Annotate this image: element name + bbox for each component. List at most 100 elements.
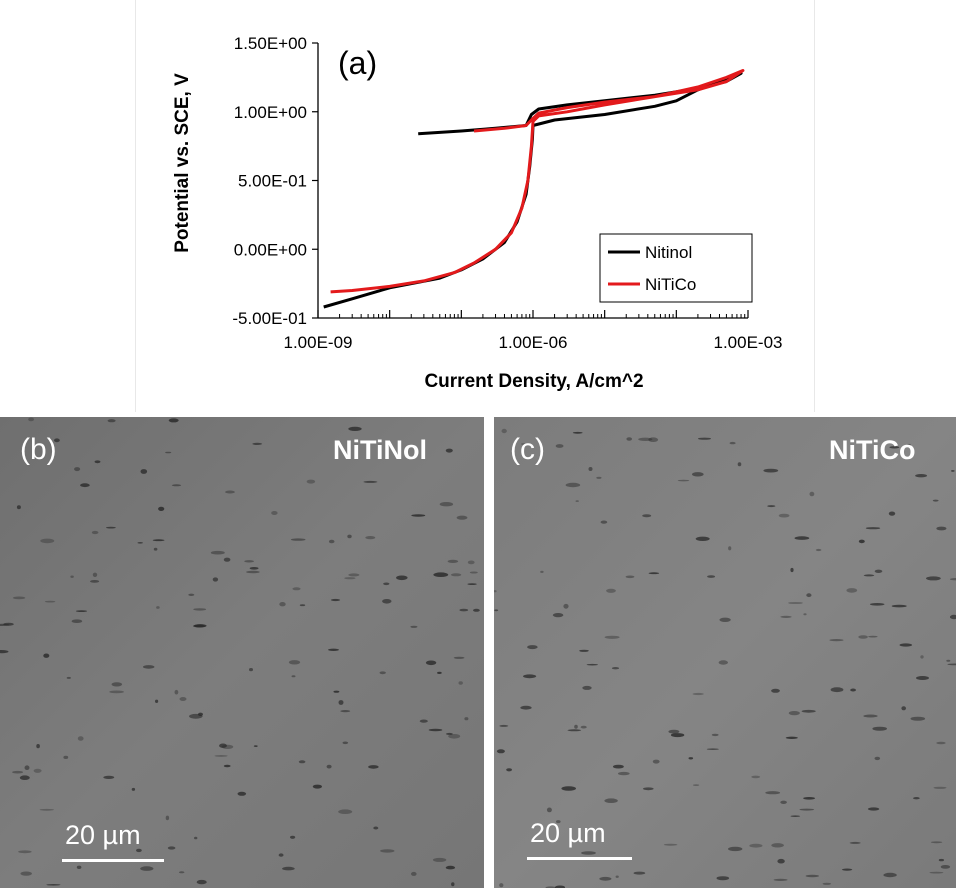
sem-pore — [868, 635, 878, 638]
sem-pore — [889, 446, 900, 449]
sem-pore — [763, 468, 779, 473]
sem-pore — [626, 437, 632, 441]
sem-pore — [338, 809, 353, 814]
sem-pore — [920, 655, 924, 659]
y-tick-label: 5.00E-01 — [238, 172, 307, 191]
sem-pore — [43, 653, 50, 658]
sem-pore — [625, 575, 635, 579]
sem-image-nitinol: (b) NiTiNol 20 µm — [0, 417, 484, 888]
scale-label-c: 20 µm — [530, 818, 606, 848]
sem-pore — [75, 610, 88, 612]
sem-pore — [140, 866, 154, 871]
sem-pore — [574, 724, 578, 729]
sem-pore — [249, 668, 253, 672]
sem-image-nitico: (c) NiTiCo 20 µm — [494, 417, 956, 888]
legend-label-nitinol: Nitinol — [645, 243, 692, 262]
sem-pore — [638, 437, 653, 441]
sem-pore — [555, 444, 564, 448]
sem-pore — [867, 807, 880, 811]
sem-pore — [193, 608, 207, 611]
sem-pore — [822, 882, 832, 885]
sem-pore — [344, 577, 356, 580]
sem-pore — [165, 815, 170, 821]
sem-pore — [915, 474, 928, 478]
sem-pore — [615, 875, 619, 878]
sem-pore — [225, 490, 235, 494]
sem-pore — [521, 443, 526, 445]
sem-pore — [156, 606, 160, 609]
sem-pore — [140, 469, 148, 474]
sem-pore — [556, 820, 561, 824]
sem-background — [0, 417, 484, 888]
sem-pore — [66, 676, 71, 679]
sem-pore — [158, 506, 165, 511]
sem-pore — [633, 871, 646, 875]
sem-pore — [237, 791, 247, 796]
sem-pore — [91, 530, 99, 535]
chart-frame-left — [135, 0, 136, 412]
sem-pore — [949, 614, 956, 620]
sem-pore — [830, 687, 844, 693]
sem-pore — [106, 526, 116, 529]
panel-label-c: (c) — [510, 433, 545, 466]
sem-pore — [692, 784, 700, 786]
sem-pore — [333, 690, 340, 693]
sem-pore — [432, 857, 447, 862]
sem-pore — [582, 685, 592, 690]
sem-pore — [773, 878, 788, 881]
sem-pore — [806, 593, 812, 598]
sem-pore — [54, 438, 60, 443]
chart-svg: -5.00E-01 0.00E+00 5.00E-01 1.00E+00 1.50E+0… — [172, 34, 783, 392]
sem-pore — [188, 593, 195, 596]
sem-pore — [410, 625, 418, 628]
sem-pore — [210, 550, 225, 555]
sem-pore — [499, 724, 509, 727]
sem-pore — [246, 570, 260, 574]
sem-pore — [949, 578, 956, 581]
sem-pore — [588, 467, 593, 471]
sem-pore — [863, 714, 878, 718]
sem-pore — [109, 690, 124, 694]
sem-pore — [368, 765, 379, 769]
sem-pore — [290, 538, 306, 541]
sem-pore — [0, 650, 9, 654]
sem-pore — [663, 843, 678, 846]
sem-pore — [80, 483, 90, 488]
sem-pore — [767, 505, 776, 508]
sem-pore — [846, 588, 858, 593]
sem-pore — [901, 706, 906, 711]
sem-pore — [612, 764, 624, 769]
sem-pore — [39, 808, 54, 811]
sem-pore — [677, 479, 690, 482]
sem-pore — [279, 602, 286, 607]
panel-label-a: (a) — [338, 45, 377, 81]
sem-texture-c — [494, 417, 956, 888]
sem-pore — [328, 539, 335, 544]
sem-pore — [780, 800, 787, 804]
sem-pore — [348, 573, 360, 577]
sem-pore — [291, 675, 296, 678]
chart-frame-right — [814, 0, 815, 412]
sem-pore — [153, 547, 158, 551]
sem-pore — [891, 604, 907, 608]
sem-pore — [453, 656, 465, 659]
sem-pore — [815, 548, 822, 552]
sem-pore — [565, 482, 581, 488]
sem-title-c: NiTiCo — [829, 435, 916, 465]
sem-pore — [340, 710, 351, 713]
sem-pore — [728, 546, 732, 551]
sem-pore — [330, 598, 341, 602]
sem-pore — [785, 736, 798, 739]
sem-pore — [425, 660, 437, 666]
sem-pore — [874, 569, 883, 573]
sem-pore — [729, 441, 736, 445]
sem-pore — [801, 709, 816, 713]
sem-pore — [36, 744, 40, 749]
sem-pore — [790, 815, 801, 817]
sem-pore — [790, 567, 794, 573]
x-tick-label: 1.00E-06 — [499, 333, 568, 352]
sem-pore — [642, 787, 654, 791]
sem-pore — [600, 520, 608, 524]
sem-pore — [174, 689, 179, 695]
sem-pore — [137, 542, 143, 544]
